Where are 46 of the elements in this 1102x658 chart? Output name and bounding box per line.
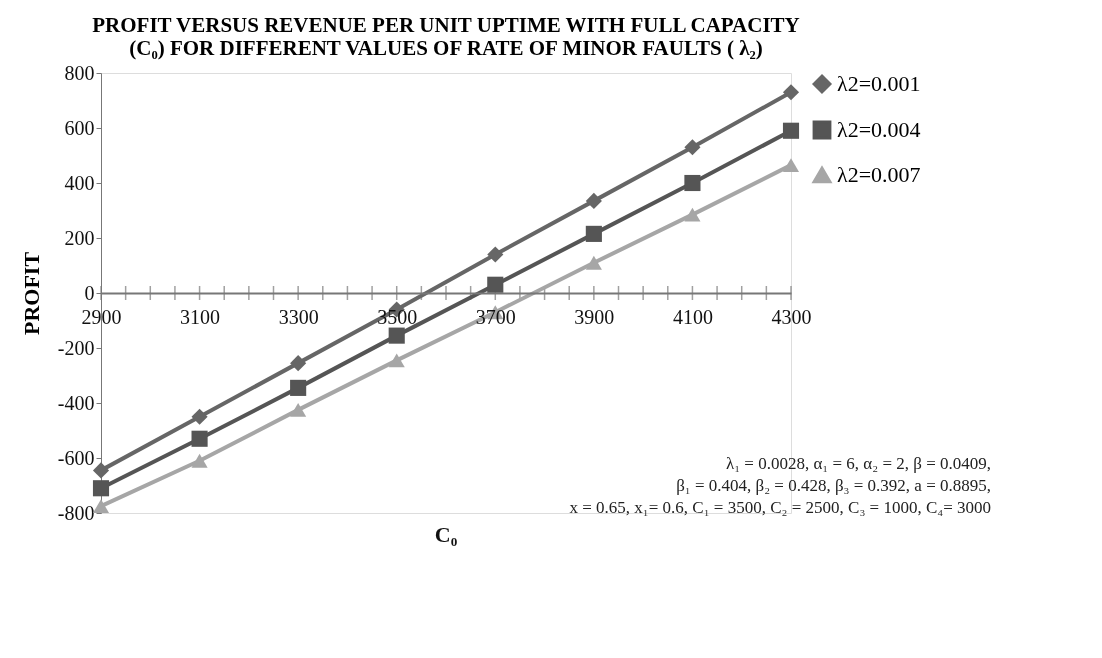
y-tick-label: -400 [57, 391, 95, 414]
legend-label: λ2=0.007 [837, 162, 921, 187]
point [782, 158, 800, 173]
annotation: x = 0.65, x₁= 0.6, C₁ = 3500, C₂ = 2500, C₃ = 1000, C₄= 3000 [569, 498, 991, 517]
point [388, 327, 405, 344]
annotation: λ₁ = 0.0028, α₁ = 6, α₂ = 2, β = 0.0409, [725, 454, 991, 473]
point [684, 139, 701, 156]
legend-label: λ2=0.004 [837, 117, 921, 142]
y-tick-label: -600 [57, 446, 95, 469]
y-tick-label: 0 [84, 281, 95, 304]
y-tick-label: -200 [57, 336, 95, 359]
y-tick-label: -800 [57, 501, 95, 524]
point [487, 246, 504, 263]
point [388, 353, 405, 368]
point [782, 122, 800, 139]
point [585, 192, 602, 209]
annotation: β₁ = 0.404, β₂ = 0.428, β₃ = 0.392, a = 0.8895, [676, 476, 991, 495]
y-tick-label: 200 [64, 226, 95, 249]
x-tick-label: 3700 [475, 305, 516, 328]
y-tick-label: 600 [64, 116, 95, 139]
y-tick-label: 800 [64, 61, 95, 84]
point [191, 408, 208, 425]
point [92, 480, 110, 497]
point [585, 255, 602, 270]
x-tick-label: 4300 [771, 305, 812, 328]
point [585, 225, 602, 242]
x-tick-label: 3100 [180, 305, 221, 328]
point [684, 174, 701, 192]
point [487, 276, 504, 293]
point [191, 430, 208, 447]
point [684, 207, 701, 222]
legend-label: λ2=0.001 [837, 71, 921, 96]
x-tick-label: 3300 [278, 305, 319, 328]
point [92, 499, 110, 514]
point [782, 84, 800, 101]
x-tick-label: 3900 [574, 305, 615, 328]
point [290, 355, 307, 372]
y-tick-label: 400 [64, 171, 95, 194]
x-axis-title: C₀ [434, 522, 458, 547]
point [290, 379, 307, 396]
x-tick-label: 4100 [672, 305, 713, 328]
chart-title: PROFIT VERSUS REVENUE PER UNIT UPTIME WITH FULL CAPACITY (C₀) FOR DIFFERENT VALUES OF RATE OF MINOR FAULTS ( λ₂) [92, 13, 800, 60]
point [290, 402, 307, 417]
point [191, 453, 208, 468]
y-axis-title: PROFIT [18, 251, 44, 336]
point [92, 462, 110, 479]
